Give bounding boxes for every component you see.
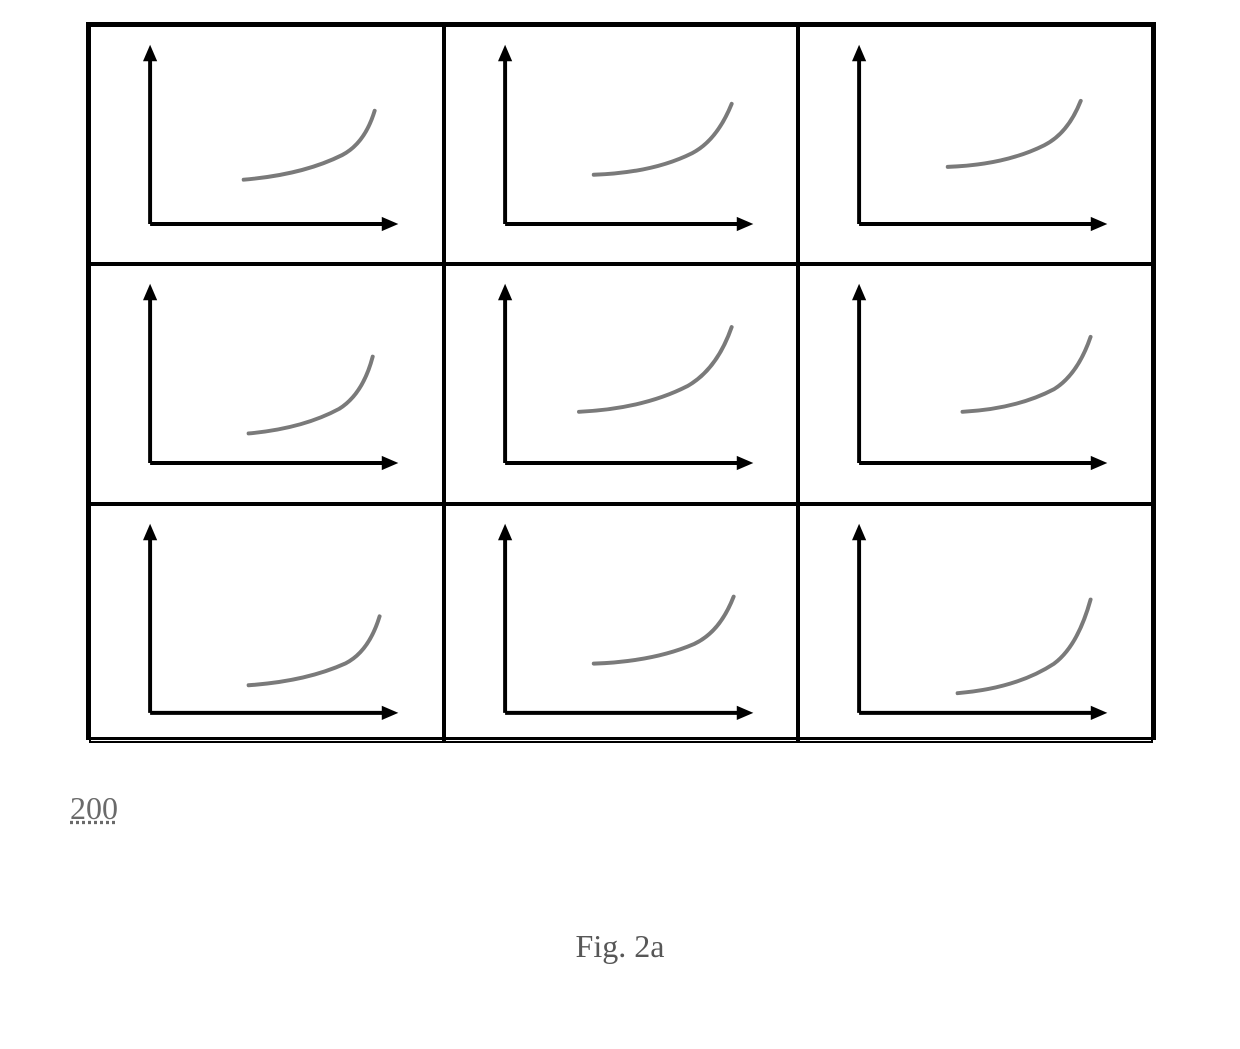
mini-chart [800, 266, 1151, 501]
x-axis-arrowhead-icon [736, 217, 753, 231]
mini-chart [800, 506, 1151, 741]
x-axis-arrowhead-icon [1091, 456, 1108, 470]
mini-chart [446, 506, 797, 741]
x-axis-arrowhead-icon [382, 217, 399, 231]
figure-caption: Fig. 2a [576, 928, 665, 965]
chart-cell-1 [444, 25, 799, 264]
data-curve [593, 596, 733, 663]
data-curve [249, 357, 373, 434]
chart-cell-2 [798, 25, 1153, 264]
x-axis-arrowhead-icon [382, 706, 399, 720]
x-axis-arrowhead-icon [736, 456, 753, 470]
data-curve [958, 599, 1091, 693]
chart-cell-0 [89, 25, 444, 264]
mini-chart [446, 266, 797, 501]
y-axis-arrowhead-icon [143, 284, 157, 301]
y-axis-arrowhead-icon [143, 524, 157, 541]
data-curve [579, 327, 732, 412]
chart-cell-7 [444, 504, 799, 743]
mini-chart [91, 27, 442, 262]
y-axis-arrowhead-icon [498, 45, 512, 62]
y-axis-arrowhead-icon [498, 524, 512, 541]
data-curve [244, 111, 375, 180]
mini-chart [91, 266, 442, 501]
data-curve [963, 337, 1091, 412]
x-axis-arrowhead-icon [1091, 217, 1108, 231]
chart-cell-6 [89, 504, 444, 743]
data-curve [948, 101, 1081, 167]
reference-number: 200 [70, 790, 118, 827]
data-curve [249, 616, 380, 685]
y-axis-arrowhead-icon [852, 524, 866, 541]
chart-cell-5 [798, 264, 1153, 503]
y-axis-arrowhead-icon [143, 45, 157, 62]
data-curve [593, 104, 731, 175]
y-axis-arrowhead-icon [852, 45, 866, 62]
x-axis-arrowhead-icon [736, 706, 753, 720]
y-axis-arrowhead-icon [498, 284, 512, 301]
chart-cell-8 [798, 504, 1153, 743]
chart-grid [86, 22, 1156, 740]
x-axis-arrowhead-icon [382, 456, 399, 470]
mini-chart [800, 27, 1151, 262]
mini-chart [446, 27, 797, 262]
y-axis-arrowhead-icon [852, 284, 866, 301]
chart-cell-3 [89, 264, 444, 503]
chart-cell-4 [444, 264, 799, 503]
x-axis-arrowhead-icon [1091, 706, 1108, 720]
mini-chart [91, 506, 442, 741]
